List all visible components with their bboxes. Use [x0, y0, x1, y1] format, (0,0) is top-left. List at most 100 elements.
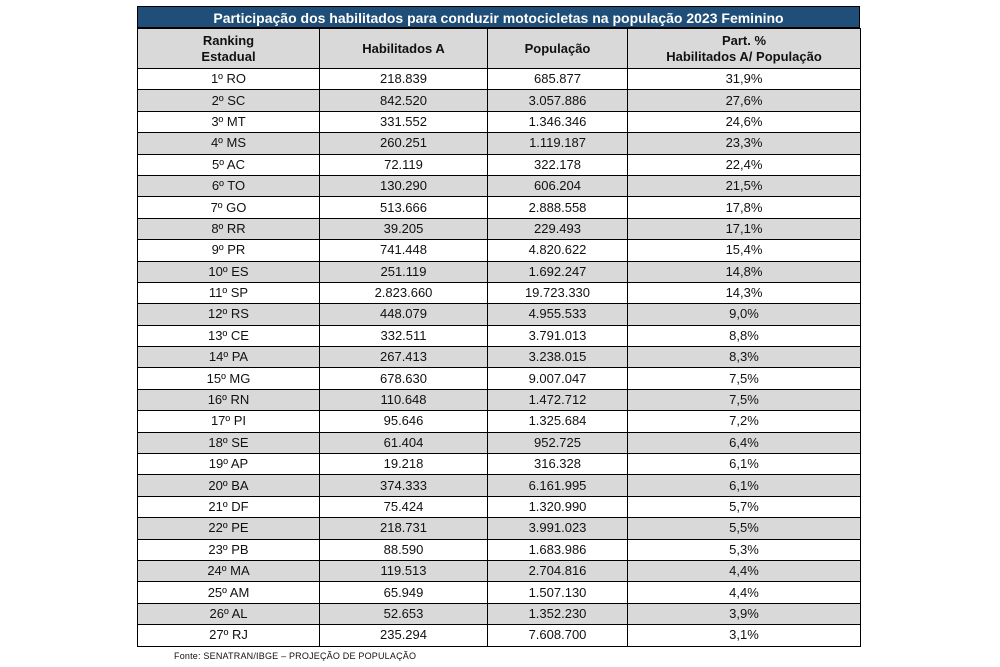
table-row: 27º RJ 235.294 7.608.700 3,1%	[137, 624, 861, 647]
cell-ranking: 27º RJ	[137, 624, 320, 647]
cell-ranking: 17º PI	[137, 410, 320, 433]
table-row: 24º MA 119.513 2.704.816 4,4%	[137, 559, 861, 583]
source-note: Fonte: SENATRAN/IBGE – PROJEÇÃO DE POPUL…	[174, 651, 417, 661]
cell-habilitados: 110.648	[319, 388, 488, 412]
header-participacao-line1: Part. %	[721, 32, 767, 48]
cell-participacao: 4,4%	[627, 581, 861, 604]
cell-habilitados: 260.251	[319, 132, 488, 155]
cell-habilitados: 331.552	[319, 110, 488, 134]
cell-populacao: 322.178	[487, 153, 628, 176]
table-row: 1º RO 218.839 685.877 31,9%	[137, 67, 861, 91]
cell-habilitados: 741.448	[319, 239, 488, 262]
table-row: 18º SE 61.404 952.725 6,4%	[137, 431, 861, 455]
cell-ranking: 22º PE	[137, 517, 320, 540]
cell-populacao: 1.119.187	[487, 132, 628, 155]
cell-participacao: 3,1%	[627, 624, 861, 647]
cell-participacao: 9,0%	[627, 303, 861, 326]
table-row: 13º CE 332.511 3.791.013 8,8%	[137, 324, 861, 348]
cell-habilitados: 130.290	[319, 174, 488, 198]
cell-populacao: 3.057.886	[487, 89, 628, 112]
cell-populacao: 229.493	[487, 217, 628, 241]
cell-populacao: 1.683.986	[487, 538, 628, 561]
cell-ranking: 10º ES	[137, 260, 320, 283]
cell-ranking: 14º PA	[137, 346, 320, 369]
cell-participacao: 27,6%	[627, 89, 861, 112]
cell-populacao: 4.820.622	[487, 239, 628, 262]
cell-habilitados: 119.513	[319, 559, 488, 583]
cell-habilitados: 61.404	[319, 431, 488, 455]
cell-populacao: 1.325.684	[487, 410, 628, 433]
table-row: 9º PR 741.448 4.820.622 15,4%	[137, 239, 861, 262]
cell-participacao: 21,5%	[627, 174, 861, 198]
table-row: 21º DF 75.424 1.320.990 5,7%	[137, 495, 861, 519]
cell-habilitados: 75.424	[319, 495, 488, 519]
table-row: 8º RR 39.205 229.493 17,1%	[137, 217, 861, 241]
cell-participacao: 23,3%	[627, 132, 861, 155]
cell-habilitados: 678.630	[319, 367, 488, 390]
cell-participacao: 24,6%	[627, 110, 861, 134]
cell-ranking: 11º SP	[137, 281, 320, 305]
table-row: 10º ES 251.119 1.692.247 14,8%	[137, 260, 861, 283]
cell-populacao: 7.608.700	[487, 624, 628, 647]
cell-ranking: 12º RS	[137, 303, 320, 326]
cell-habilitados: 267.413	[319, 346, 488, 369]
table-row: 3º MT 331.552 1.346.346 24,6%	[137, 110, 861, 134]
cell-ranking: 15º MG	[137, 367, 320, 390]
table-row: 2º SC 842.520 3.057.886 27,6%	[137, 89, 861, 112]
table-row: 23º PB 88.590 1.683.986 5,3%	[137, 538, 861, 561]
cell-habilitados: 251.119	[319, 260, 488, 283]
table-body: 1º RO 218.839 685.877 31,9% 2º SC 842.520 3.05…	[137, 67, 861, 647]
cell-participacao: 15,4%	[627, 239, 861, 262]
cell-participacao: 14,3%	[627, 281, 861, 305]
cell-populacao: 9.007.047	[487, 367, 628, 390]
cell-habilitados: 374.333	[319, 474, 488, 497]
cell-ranking: 3º MT	[137, 110, 320, 134]
cell-ranking: 2º SC	[137, 89, 320, 112]
header-participacao-line2: Habilitados A/ População	[666, 48, 822, 64]
table-row: 12º RS 448.079 4.955.533 9,0%	[137, 303, 861, 326]
cell-populacao: 1.692.247	[487, 260, 628, 283]
table-row: 26º AL 52.653 1.352.230 3,9%	[137, 602, 861, 626]
ranking-table-container: Participação dos habilitados para conduz…	[137, 6, 861, 647]
header-ranking-line1: Ranking	[202, 32, 255, 48]
cell-participacao: 14,8%	[627, 260, 861, 283]
cell-ranking: 16º RN	[137, 388, 320, 412]
table-row: 4º MS 260.251 1.119.187 23,3%	[137, 132, 861, 155]
header-participacao: Part. % Habilitados A/ População	[627, 28, 861, 69]
cell-ranking: 4º MS	[137, 132, 320, 155]
header-habilitados: Habilitados A	[319, 28, 488, 69]
cell-ranking: 18º SE	[137, 431, 320, 455]
table-row: 11º SP 2.823.660 19.723.330 14,3%	[137, 281, 861, 305]
table-row: 15º MG 678.630 9.007.047 7,5%	[137, 367, 861, 390]
table-row: 14º PA 267.413 3.238.015 8,3%	[137, 346, 861, 369]
cell-ranking: 13º CE	[137, 324, 320, 348]
ranking-table: Ranking Estadual Habilitados A População…	[137, 28, 861, 647]
cell-habilitados: 72.119	[319, 153, 488, 176]
cell-populacao: 1.472.712	[487, 388, 628, 412]
cell-ranking: 25º AM	[137, 581, 320, 604]
cell-populacao: 952.725	[487, 431, 628, 455]
cell-populacao: 1.346.346	[487, 110, 628, 134]
cell-ranking: 21º DF	[137, 495, 320, 519]
cell-participacao: 17,1%	[627, 217, 861, 241]
cell-populacao: 4.955.533	[487, 303, 628, 326]
table-row: 17º PI 95.646 1.325.684 7,2%	[137, 410, 861, 433]
cell-habilitados: 218.731	[319, 517, 488, 540]
cell-populacao: 606.204	[487, 174, 628, 198]
cell-habilitados: 65.949	[319, 581, 488, 604]
cell-participacao: 17,8%	[627, 196, 861, 219]
cell-ranking: 1º RO	[137, 67, 320, 91]
header-ranking-line2: Estadual	[201, 48, 256, 64]
table-row: 6º TO 130.290 606.204 21,5%	[137, 174, 861, 198]
cell-participacao: 7,5%	[627, 388, 861, 412]
cell-ranking: 5º AC	[137, 153, 320, 176]
cell-participacao: 8,3%	[627, 346, 861, 369]
cell-populacao: 3.238.015	[487, 346, 628, 369]
table-row: 20º BA 374.333 6.161.995 6,1%	[137, 474, 861, 497]
table-row: 22º PE 218.731 3.991.023 5,5%	[137, 517, 861, 540]
cell-habilitados: 39.205	[319, 217, 488, 241]
table-row: 7º GO 513.666 2.888.558 17,8%	[137, 196, 861, 219]
cell-participacao: 22,4%	[627, 153, 861, 176]
cell-participacao: 6,1%	[627, 474, 861, 497]
cell-habilitados: 2.823.660	[319, 281, 488, 305]
